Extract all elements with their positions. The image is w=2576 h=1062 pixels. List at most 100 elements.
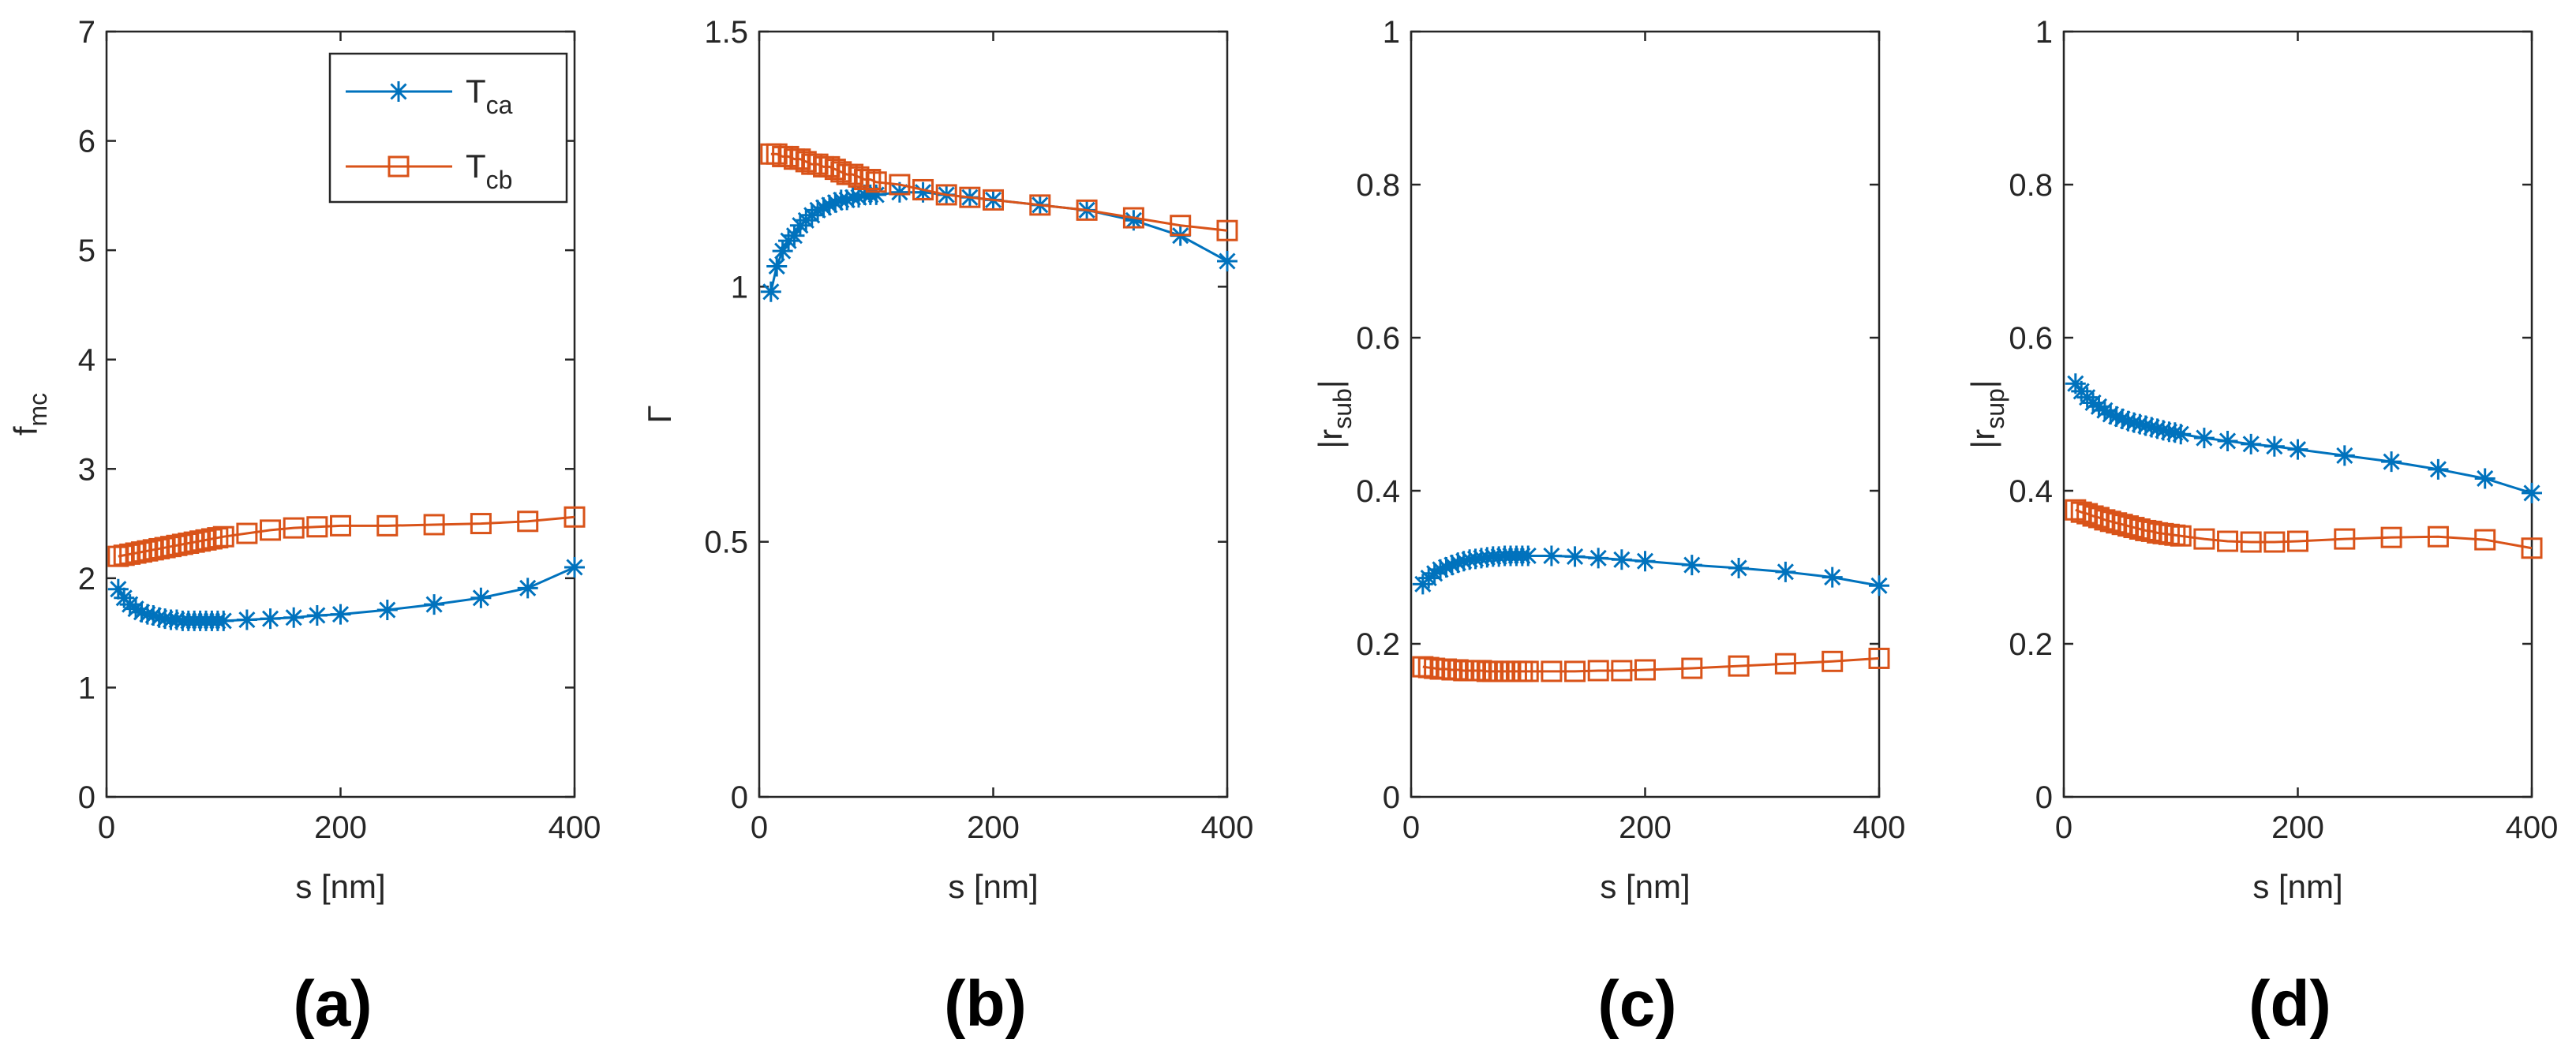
x-axis-label: s [nm] [2252, 868, 2342, 905]
y-tick-label: 0.4 [1356, 474, 1400, 509]
data-point-t-ca [2381, 451, 2402, 473]
data-point-t-cb [777, 145, 799, 167]
x-axis-label: s [nm] [295, 868, 385, 905]
axes-box-b [758, 30, 1229, 798]
data-point-t-cb [2076, 503, 2099, 525]
data-point-t-cb [912, 178, 934, 200]
y-tick-label: 7 [78, 15, 95, 50]
data-point-t-ca [213, 610, 234, 631]
data-point-t-ca [125, 598, 147, 619]
data-point-t-cb [959, 186, 981, 208]
data-point-t-cb [2474, 529, 2496, 551]
data-point-t-cb [2099, 510, 2121, 533]
data-point-t-cb [865, 171, 887, 193]
data-point-t-cb [1774, 653, 1796, 675]
data-point-t-cb [330, 514, 351, 537]
data-point-t-cb [1517, 660, 1539, 682]
data-point-t-cb [1681, 657, 1703, 679]
data-point-t-ca [107, 578, 129, 600]
y-tick-label: 4 [78, 343, 95, 378]
data-point-t-cb [2065, 499, 2087, 521]
data-point-t-ca [1728, 557, 1750, 578]
data-point-t-cb [283, 517, 305, 539]
legend-label-cb: Tcb [466, 148, 512, 194]
y-axis-label: fmc [7, 393, 52, 436]
y-tick-label: 6 [78, 125, 95, 159]
data-point-t-cb [2129, 518, 2151, 540]
data-point-t-ca [1447, 552, 1469, 574]
x-tick-label: 0 [2055, 810, 2072, 845]
data-point-t-ca [1634, 551, 1656, 572]
data-point-t-cb [1170, 215, 1192, 237]
panel-caption-a: (a) [293, 968, 372, 1040]
y-axis-label: |rsub| [1312, 380, 1357, 448]
data-point-t-cb [2217, 530, 2239, 552]
x-tick-label: 400 [549, 810, 601, 845]
data-point-t-cb [2094, 509, 2116, 531]
data-point-t-cb [2106, 512, 2128, 534]
data-point-t-ca [1518, 545, 1539, 567]
legend-box [328, 52, 568, 204]
data-point-t-cb [2111, 514, 2133, 536]
legend-label-sub: cb [486, 166, 513, 194]
data-point-t-ca [1541, 545, 1562, 567]
data-point-t-cb [1029, 194, 1051, 216]
data-point-t-cb [2087, 507, 2110, 529]
data-point-t-cb [2521, 537, 2543, 559]
x-tick-label: 200 [967, 810, 1020, 845]
data-point-t-cb [1076, 199, 1098, 221]
data-point-t-ca [376, 600, 398, 621]
data-point-t-cb [848, 166, 870, 188]
panel-caption-d: (d) [2248, 968, 2331, 1040]
data-point-t-ca [2474, 468, 2496, 489]
data-point-t-ca [2170, 424, 2192, 445]
y-axis-label-sub: mc [24, 393, 52, 427]
y-tick-label: 0.5 [704, 525, 748, 560]
data-point-t-cb [789, 148, 811, 170]
data-point-t-cb [1822, 650, 1844, 672]
data-point-t-ca [1424, 563, 1445, 584]
y-axis-label-base: f [7, 426, 44, 436]
y-tick-label: 0 [78, 780, 95, 815]
x-tick-label: 200 [2271, 810, 2324, 845]
y-tick-label: 1 [731, 270, 748, 305]
y-tick-label: 0.8 [2009, 168, 2053, 203]
data-point-t-ca [2287, 439, 2308, 460]
x-axis-label: s [nm] [948, 868, 1038, 905]
data-point-t-ca [2112, 408, 2133, 429]
series-line-t-ca [117, 566, 575, 623]
y-axis-label-sub: sub [1328, 388, 1357, 429]
data-point-t-cb [517, 510, 539, 533]
data-point-t-ca [2263, 436, 2285, 457]
data-point-t-ca [2147, 418, 2168, 439]
y-tick-label: 2 [78, 562, 95, 596]
y-axis-label-base: r [1312, 429, 1349, 440]
y-tick-label: 0 [1383, 780, 1400, 815]
data-point-t-cb [564, 506, 586, 528]
data-point-t-ca [2094, 400, 2115, 421]
data-point-t-ca [2123, 412, 2144, 433]
y-axis-label-base: Γ [641, 405, 678, 423]
data-point-t-ca [2088, 396, 2110, 417]
data-point-t-ca [2193, 428, 2215, 449]
data-point-t-ca [848, 187, 870, 208]
data-point-t-cb [2287, 530, 2308, 552]
data-point-t-ca [866, 184, 887, 205]
data-point-t-ca [1436, 557, 1457, 578]
y-axis-label-bar: | [1312, 440, 1349, 449]
data-point-t-ca [818, 194, 840, 215]
data-point-t-ca [236, 609, 257, 630]
data-point-t-cb [2117, 515, 2140, 537]
y-tick-label: 0.2 [1356, 627, 1400, 662]
data-point-t-ca [306, 604, 328, 626]
data-point-t-cb [824, 159, 846, 181]
y-tick-label: 3 [78, 452, 95, 487]
data-point-t-cb [2263, 531, 2286, 553]
x-tick-label: 0 [751, 810, 768, 845]
data-point-t-ca [766, 256, 788, 277]
data-point-t-ca [1775, 561, 1796, 582]
y-axis-label-bar: | [1964, 380, 2001, 388]
data-point-t-ca [772, 241, 793, 262]
y-tick-label: 1.5 [704, 15, 748, 50]
data-point-t-ca [470, 587, 492, 608]
